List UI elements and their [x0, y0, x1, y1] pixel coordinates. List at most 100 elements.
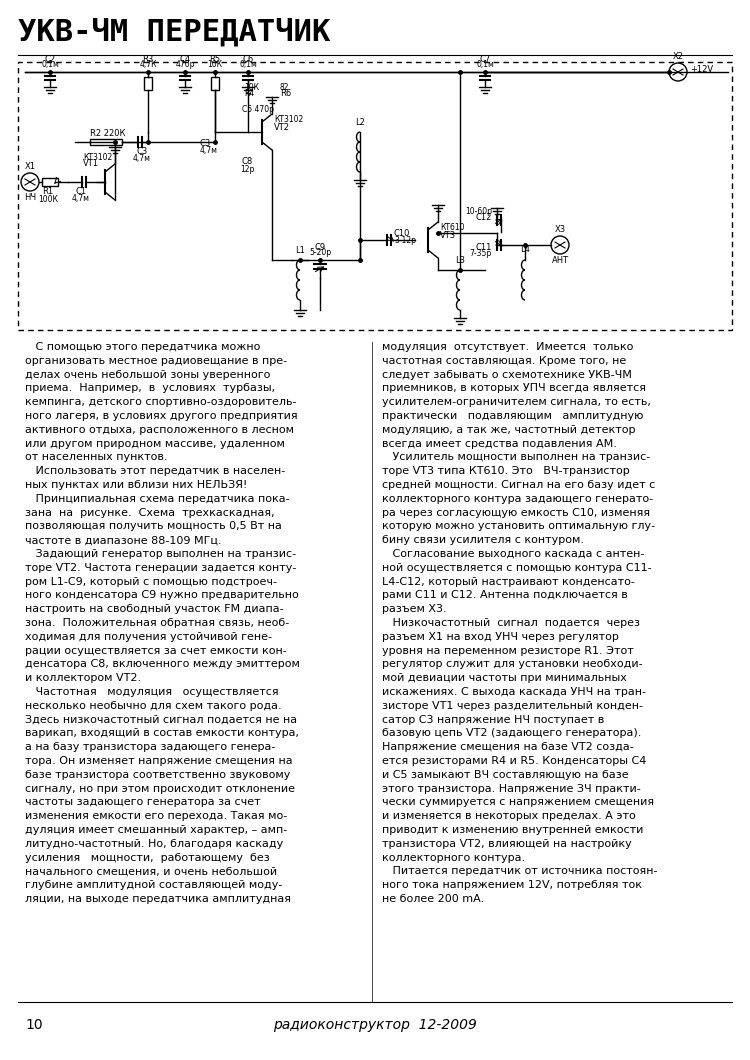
Text: X1: X1 [25, 162, 35, 171]
Text: С3: С3 [136, 147, 148, 157]
Text: 0,1м: 0,1м [41, 60, 59, 69]
Text: коллекторного контура задающего генерато-: коллекторного контура задающего генерато… [382, 494, 653, 504]
Text: VT3: VT3 [440, 230, 456, 240]
Text: практически   подавляющим   амплитудную: практически подавляющим амплитудную [382, 411, 644, 421]
Text: рации осуществляется за счет емкости кон-: рации осуществляется за счет емкости кон… [25, 646, 286, 655]
Text: следует забывать о схемотехнике УКВ-ЧМ: следует забывать о схемотехнике УКВ-ЧМ [382, 370, 632, 379]
Text: ра через согласующую емкость С10, изменяя: ра через согласующую емкость С10, изменя… [382, 508, 650, 517]
Text: коллекторного контура.: коллекторного контура. [382, 852, 525, 863]
Text: С8: С8 [242, 158, 253, 166]
Text: делах очень небольшой зоны уверенного: делах очень небольшой зоны уверенного [25, 370, 270, 379]
Text: не более 200 mA.: не более 200 mA. [382, 894, 484, 904]
Text: начального смещения, и очень небольшой: начального смещения, и очень небольшой [25, 866, 278, 877]
Text: ных пунктах или вблизи них НЕЛЬЗЯ!: ных пунктах или вблизи них НЕЛЬЗЯ! [25, 480, 248, 490]
Text: от населенных пунктов.: от населенных пунктов. [25, 453, 167, 462]
Text: ходимая для получения устойчивой гене-: ходимая для получения устойчивой гене- [25, 632, 272, 641]
Text: УКВ-ЧМ ПЕРЕДАТЧИК: УКВ-ЧМ ПЕРЕДАТЧИК [18, 18, 330, 47]
Text: 4,7м: 4,7м [200, 146, 218, 156]
Text: Х3: Х3 [554, 225, 566, 234]
Text: транзистора VT2, влияющей на настройку: транзистора VT2, влияющей на настройку [382, 838, 632, 849]
Text: чески суммируется с напряжением смещения: чески суммируется с напряжением смещения [382, 797, 654, 808]
Text: R4: R4 [244, 89, 254, 99]
Text: средней мощности. Сигнал на его базу идет с: средней мощности. Сигнал на его базу иде… [382, 480, 656, 490]
Text: R3: R3 [142, 55, 154, 64]
Text: 10-60р: 10-60р [465, 207, 492, 215]
Text: организовать местное радиовещание в пре-: организовать местное радиовещание в пре- [25, 356, 287, 366]
Text: L4: L4 [520, 245, 530, 254]
Text: базе транзистора соответственно звуковому: базе транзистора соответственно звуковом… [25, 770, 290, 780]
Text: модуляцию, а так же, частотный детектор: модуляцию, а так же, частотный детектор [382, 425, 635, 435]
Text: 5-20р: 5-20р [309, 248, 331, 257]
Text: VT1: VT1 [83, 159, 99, 169]
Text: L3: L3 [455, 257, 465, 265]
Text: С11: С11 [476, 243, 492, 251]
Text: 0,1м: 0,1м [239, 60, 257, 69]
Text: ется резисторами R4 и R5. Конденсаторы С4: ется резисторами R4 и R5. Конденсаторы С… [382, 756, 646, 766]
Text: С12: С12 [476, 213, 492, 223]
Bar [211, 77, 219, 90]
Text: +12V: +12V [690, 65, 713, 73]
Text: уровня на переменном резисторе R1. Этот: уровня на переменном резисторе R1. Этот [382, 646, 634, 655]
Text: С4: С4 [179, 55, 190, 64]
Bar [90, 139, 122, 145]
Text: L1: L1 [295, 246, 305, 255]
Text: С5 470р: С5 470р [242, 106, 274, 114]
Text: частоте в диапазоне 88-109 МГц.: частоте в диапазоне 88-109 МГц. [25, 535, 221, 545]
Text: искажениях. С выхода каскада УНЧ на тран-: искажениях. С выхода каскада УНЧ на тран… [382, 687, 646, 697]
Text: Низкочастотный  сигнал  подается  через: Низкочастотный сигнал подается через [382, 618, 640, 628]
Text: усиления   мощности,  работающему  без: усиления мощности, работающему без [25, 852, 270, 863]
Text: Принципиальная схема передатчика пока-: Принципиальная схема передатчика пока- [25, 494, 290, 504]
Text: и коллектором VT2.: и коллектором VT2. [25, 673, 141, 684]
Text: 10: 10 [25, 1018, 43, 1032]
Text: ром L1-С9, который с помощью подстроеч-: ром L1-С9, который с помощью подстроеч- [25, 577, 277, 586]
Text: приемников, в которых УПЧ всегда является: приемников, в которых УПЧ всегда являетс… [382, 384, 646, 393]
Text: базовую цепь VT2 (задающего генератора).: базовую цепь VT2 (задающего генератора). [382, 728, 641, 739]
Text: модуляция  отсутствует.  Имеется  только: модуляция отсутствует. Имеется только [382, 342, 633, 352]
Bar [144, 77, 152, 90]
Text: зана  на  рисунке.  Схема  трехкаскадная,: зана на рисунке. Схема трехкаскадная, [25, 508, 274, 517]
Text: частотная составляющая. Кроме того, не: частотная составляющая. Кроме того, не [382, 356, 626, 366]
Text: VT2: VT2 [274, 123, 290, 131]
Text: Задающий генератор выполнен на транзис-: Задающий генератор выполнен на транзис- [25, 549, 296, 559]
Text: тора. Он изменяет напряжение смещения на: тора. Он изменяет напряжение смещения на [25, 756, 292, 766]
Text: усилителем-ограничителем сигнала, то есть,: усилителем-ограничителем сигнала, то ест… [382, 398, 651, 407]
Text: С7: С7 [479, 55, 490, 64]
Text: зона.  Положительная обратная связь, необ-: зона. Положительная обратная связь, необ… [25, 618, 290, 628]
Text: R6: R6 [280, 89, 291, 99]
Text: 4,7К: 4,7К [140, 60, 157, 69]
Text: С10: С10 [394, 229, 410, 239]
Text: 10К: 10К [208, 60, 223, 69]
Text: дуляция имеет смешанный характер, – амп-: дуляция имеет смешанный характер, – амп- [25, 825, 287, 835]
Text: ного лагеря, в условиях другого предприятия: ного лагеря, в условиях другого предприя… [25, 411, 298, 421]
Text: С6: С6 [242, 55, 254, 64]
Text: мой девиации частоты при минимальных: мой девиации частоты при минимальных [382, 673, 627, 684]
Text: 7-35р: 7-35р [470, 249, 492, 259]
Text: 82: 82 [280, 83, 290, 91]
Text: рами С11 и С12. Антенна подключается в: рами С11 и С12. Антенна подключается в [382, 590, 628, 600]
Text: а на базу транзистора задающего генера-: а на базу транзистора задающего генера- [25, 742, 275, 753]
Text: позволяющая получить мощность 0,5 Вт на: позволяющая получить мощность 0,5 Вт на [25, 522, 282, 531]
Text: активного отдыха, расположенного в лесном: активного отдыха, расположенного в лесно… [25, 425, 294, 435]
Text: С3: С3 [200, 140, 211, 148]
Text: зисторе VT1 через разделительный конден-: зисторе VT1 через разделительный конден- [382, 701, 643, 711]
Text: 4,7м: 4,7м [72, 194, 90, 204]
Text: КТ3102: КТ3102 [274, 116, 303, 124]
Bar [42, 178, 58, 186]
Text: R1: R1 [43, 188, 53, 196]
Text: 12р: 12р [240, 164, 254, 174]
Text: настроить на свободный участок FM диапа-: настроить на свободный участок FM диапа- [25, 604, 284, 614]
Text: С1: С1 [76, 188, 86, 196]
Text: приводит к изменению внутренней емкости: приводит к изменению внутренней емкости [382, 825, 644, 835]
Text: ного конденсатора С9 нужно предварительно: ного конденсатора С9 нужно предварительн… [25, 590, 298, 600]
Text: которую можно установить оптимальную глу-: которую можно установить оптимальную глу… [382, 522, 656, 531]
Text: разъем Х1 на вход УНЧ через регулятор: разъем Х1 на вход УНЧ через регулятор [382, 632, 619, 641]
Text: Усилитель мощности выполнен на транзис-: Усилитель мощности выполнен на транзис- [382, 453, 650, 462]
Text: приема.  Например,  в  условиях  турбазы,: приема. Например, в условиях турбазы, [25, 384, 275, 393]
Text: R5: R5 [209, 55, 220, 64]
Text: АНТ: АНТ [551, 257, 568, 265]
Text: КТ3102: КТ3102 [83, 153, 112, 161]
Text: L4-С12, который настраивают конденсато-: L4-С12, который настраивают конденсато- [382, 577, 634, 586]
Text: торе VT3 типа КТ610. Это   ВЧ-транзистор: торе VT3 типа КТ610. Это ВЧ-транзистор [382, 466, 630, 476]
Text: и изменяется в некоторых пределах. А это: и изменяется в некоторых пределах. А это [382, 811, 636, 822]
Text: Использовать этот передатчик в населен-: Использовать этот передатчик в населен- [25, 466, 285, 476]
